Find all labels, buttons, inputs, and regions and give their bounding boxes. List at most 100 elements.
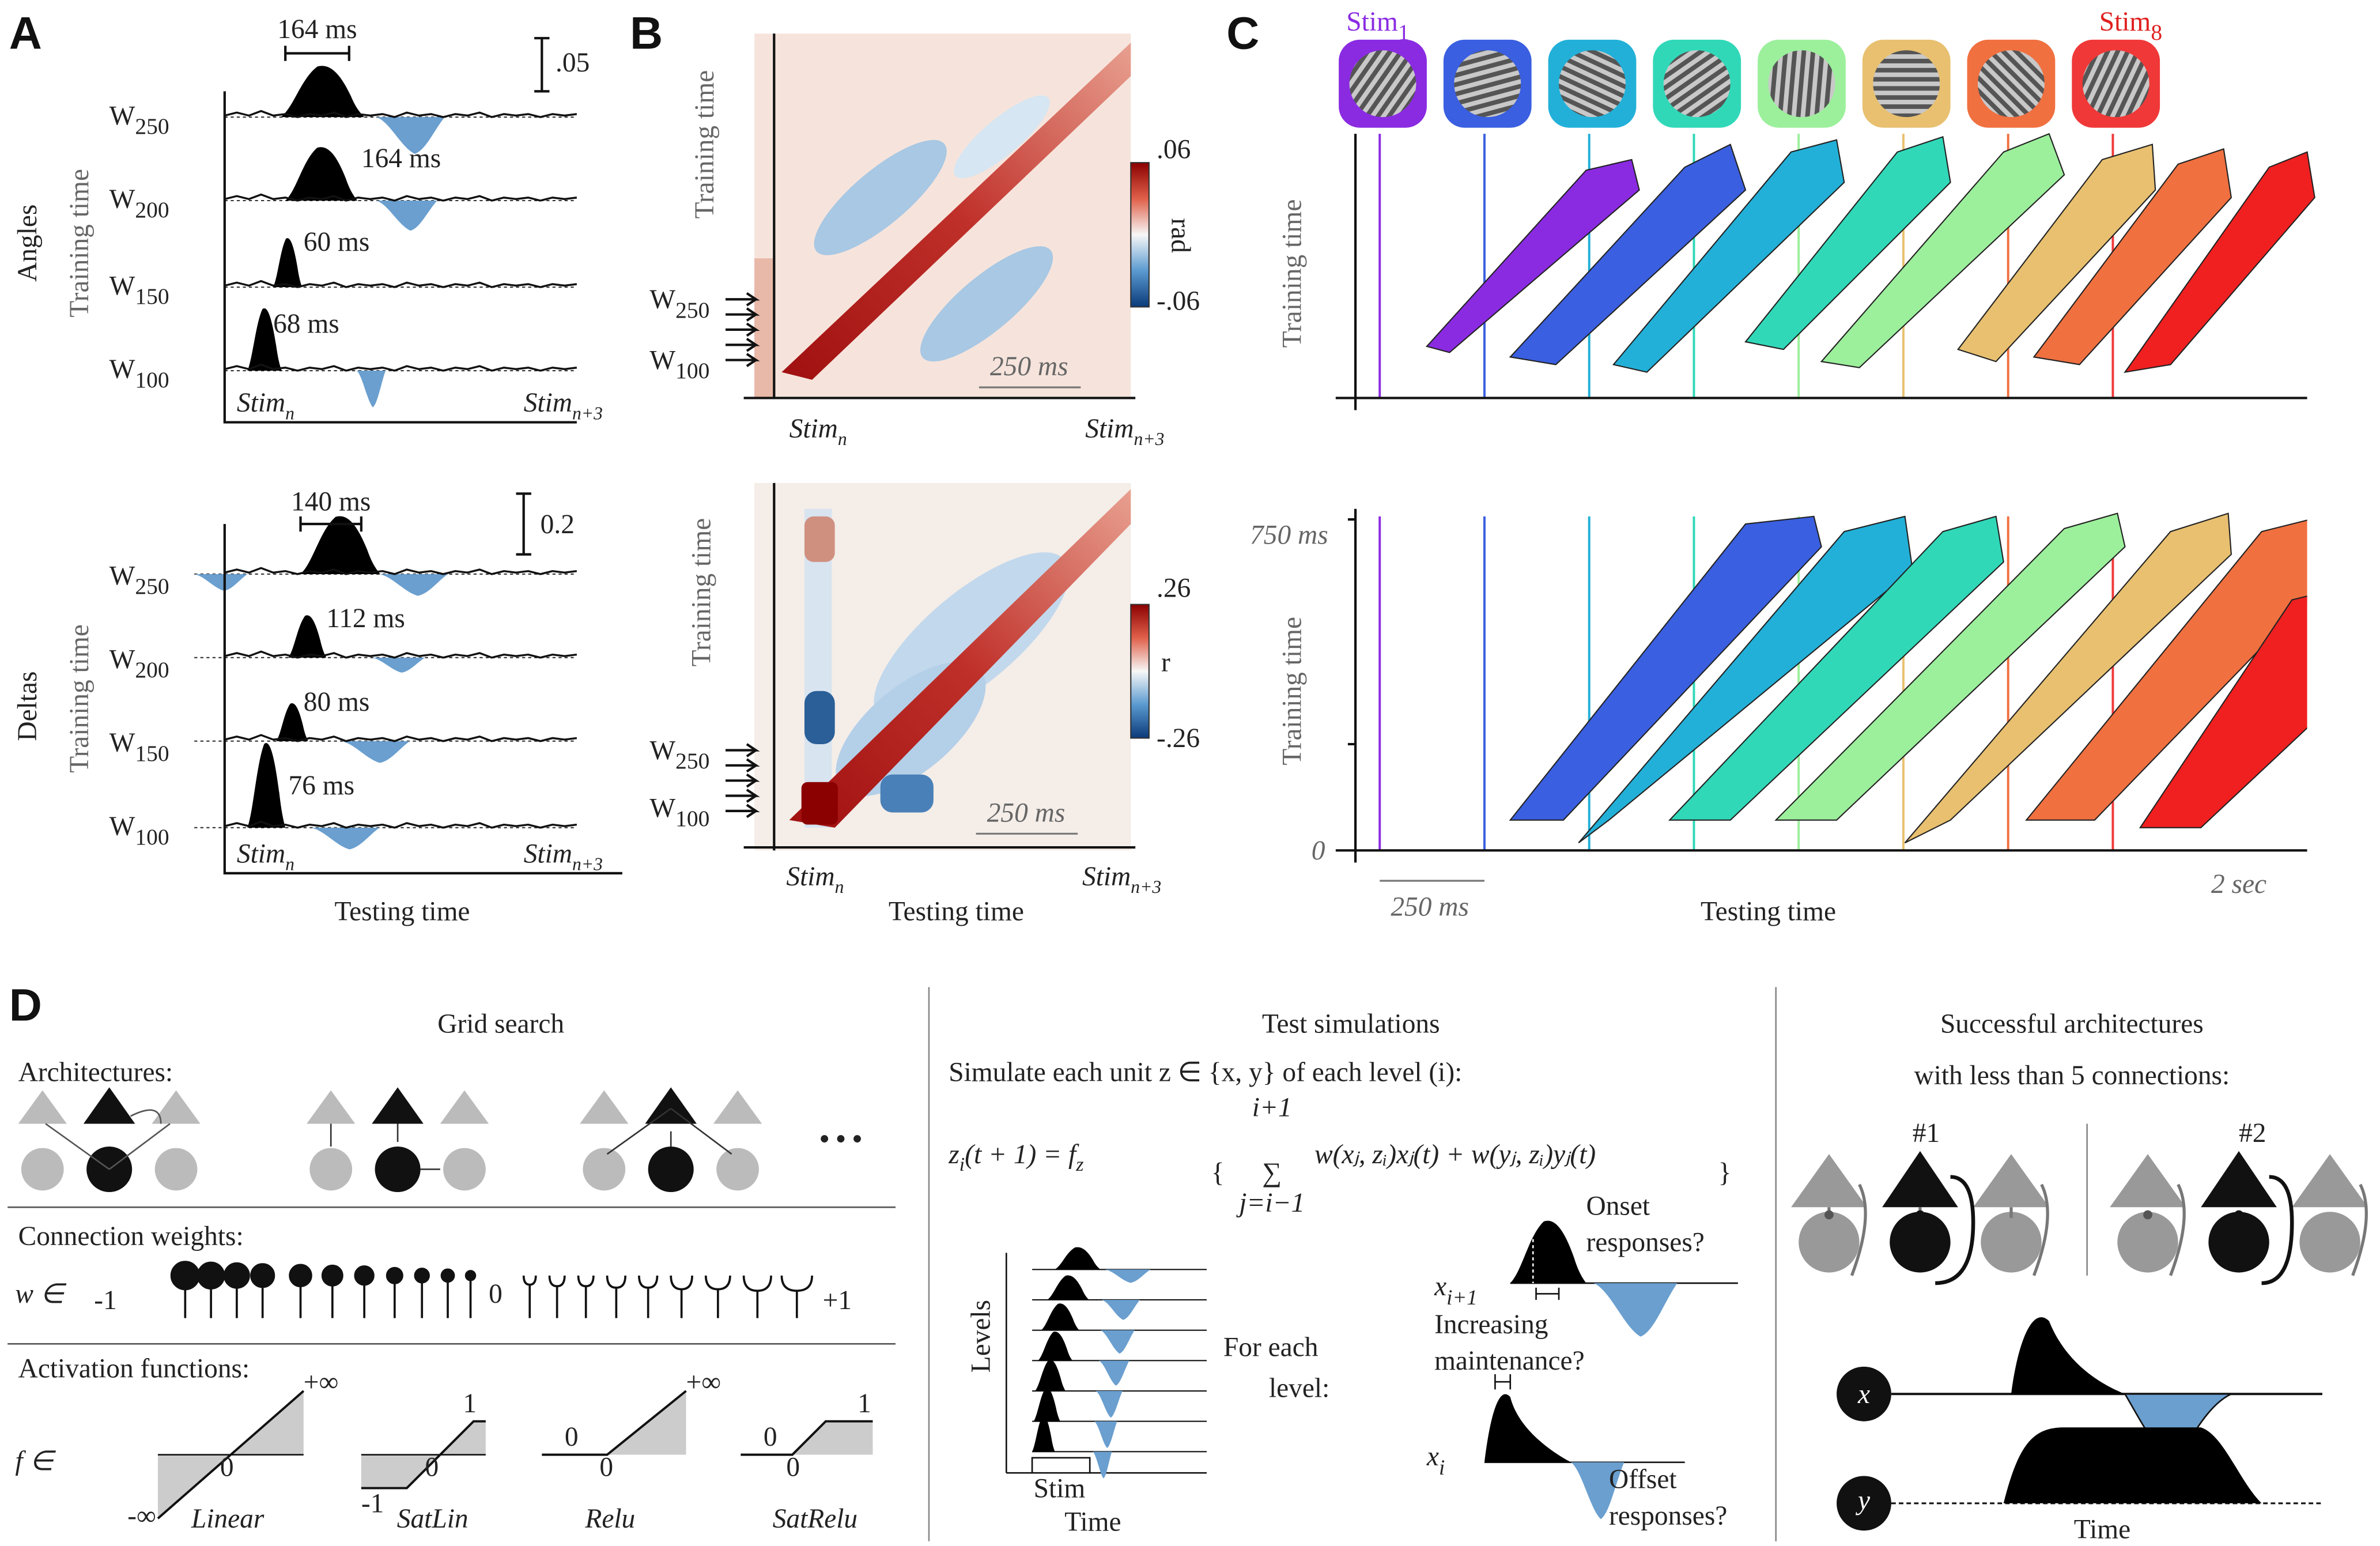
scale-label: .05 <box>556 48 590 78</box>
arch-id: #2 <box>2239 1118 2266 1148</box>
shape <box>1093 1451 1112 1479</box>
blob <box>880 774 934 813</box>
function-name: Relu <box>584 1504 635 1534</box>
shape <box>440 1421 486 1455</box>
latency: 76 ms <box>288 771 354 801</box>
tick: 0 <box>599 1453 613 1483</box>
x: x <box>1434 1272 1446 1302</box>
x-label: Testing time <box>334 896 470 926</box>
shape <box>645 1087 697 1124</box>
scalebar-label: 250 ms <box>987 798 1066 828</box>
w-label: W100 <box>649 793 709 831</box>
panel-letter: A <box>9 7 42 59</box>
panel-letter: D <box>9 979 42 1030</box>
shape <box>223 1262 250 1289</box>
shape <box>2201 1151 2277 1208</box>
shape <box>354 1265 375 1286</box>
axes <box>1335 508 2307 863</box>
stim-sub: n <box>838 429 847 449</box>
function-name: SatLin <box>397 1504 469 1534</box>
section-title: Grid search <box>437 1009 564 1039</box>
shape <box>1799 1212 1860 1273</box>
shape <box>1494 1374 1512 1390</box>
w-label: W150 <box>109 728 169 766</box>
w-sub: 200 <box>135 657 169 682</box>
shape <box>1005 1253 1207 1474</box>
shape <box>1791 1154 1867 1208</box>
stim: Stim <box>524 388 572 418</box>
shape <box>1033 1387 1060 1421</box>
note: responses? <box>1609 1501 1727 1531</box>
shape <box>157 1454 231 1519</box>
hump <box>247 742 286 828</box>
architecture <box>1791 1151 2049 1285</box>
w-sub: 250 <box>135 574 169 599</box>
shape <box>1973 1154 2049 1208</box>
axes <box>223 524 622 874</box>
stim-sub: n+3 <box>1134 429 1165 449</box>
shape <box>1098 1360 1129 1386</box>
shape <box>1038 1332 1072 1361</box>
stim-sub: n <box>835 877 844 897</box>
note: level: <box>1269 1374 1329 1404</box>
shape <box>713 1090 762 1124</box>
axes <box>743 33 1136 399</box>
shape <box>2169 1183 2368 1276</box>
trace <box>224 567 578 575</box>
tick: -∞ <box>127 1501 156 1531</box>
shape <box>2299 1212 2360 1273</box>
x-label: xi <box>1426 1442 1445 1479</box>
w-sub: 200 <box>135 197 169 223</box>
note: Offset <box>1609 1465 1677 1495</box>
shape <box>386 1266 403 1284</box>
shape <box>1593 1283 1678 1337</box>
cbar-max: .06 <box>1157 134 1191 164</box>
stim: Stim <box>524 839 572 869</box>
stim-label: Stimn+3 <box>524 388 603 423</box>
shape <box>2208 1212 2269 1273</box>
y-tick-label: 0 <box>1312 836 1325 866</box>
grating <box>2082 50 2149 118</box>
shape <box>375 1146 421 1192</box>
blob <box>2139 595 2307 828</box>
shape <box>289 1264 312 1288</box>
eq-body: w(xⱼ, zᵢ)xⱼ(t) + w(yⱼ, zᵢ)yⱼ(t) <box>1314 1140 1596 1170</box>
shape <box>1535 1287 1560 1300</box>
architecture <box>580 1087 762 1192</box>
shape <box>1035 1359 1066 1392</box>
w-max: +1 <box>823 1285 852 1315</box>
w-label: W250 <box>109 561 169 599</box>
stimuli <box>1339 39 2160 128</box>
panel-letter: C <box>1226 7 1259 59</box>
latency: 112 ms <box>326 604 405 634</box>
shape <box>1890 1212 1951 1273</box>
w: W <box>109 184 135 214</box>
shape <box>1047 1275 1089 1300</box>
section-label: Activation functions: <box>18 1353 250 1383</box>
x: x <box>1426 1442 1439 1472</box>
shape <box>1041 1303 1079 1330</box>
eq-lhs: zi(t + 1) = fz <box>948 1140 1083 1175</box>
shape <box>440 1268 455 1283</box>
w-sub: 100 <box>675 806 709 831</box>
cbar-max: .26 <box>1157 573 1191 603</box>
function-name: Linear <box>191 1504 265 1534</box>
w-label: W200 <box>109 184 169 223</box>
hump <box>273 238 303 288</box>
stim: Stim <box>237 839 285 869</box>
w-sub: 100 <box>675 358 709 383</box>
shape <box>18 1090 67 1124</box>
y-label: Training time <box>1277 617 1307 766</box>
shape <box>1935 1175 1975 1285</box>
shape <box>1882 1151 1958 1208</box>
stim-label: Stim8 <box>2099 7 2162 45</box>
shape <box>741 1420 873 1456</box>
shape <box>1031 1457 1091 1473</box>
blobs <box>1425 133 2315 374</box>
stim-label: Stimn <box>237 388 294 423</box>
x-end-label: 2 sec <box>2211 869 2266 899</box>
blob <box>1820 133 2065 368</box>
stim-label: Stim <box>1034 1473 1086 1503</box>
w: W <box>109 644 135 674</box>
